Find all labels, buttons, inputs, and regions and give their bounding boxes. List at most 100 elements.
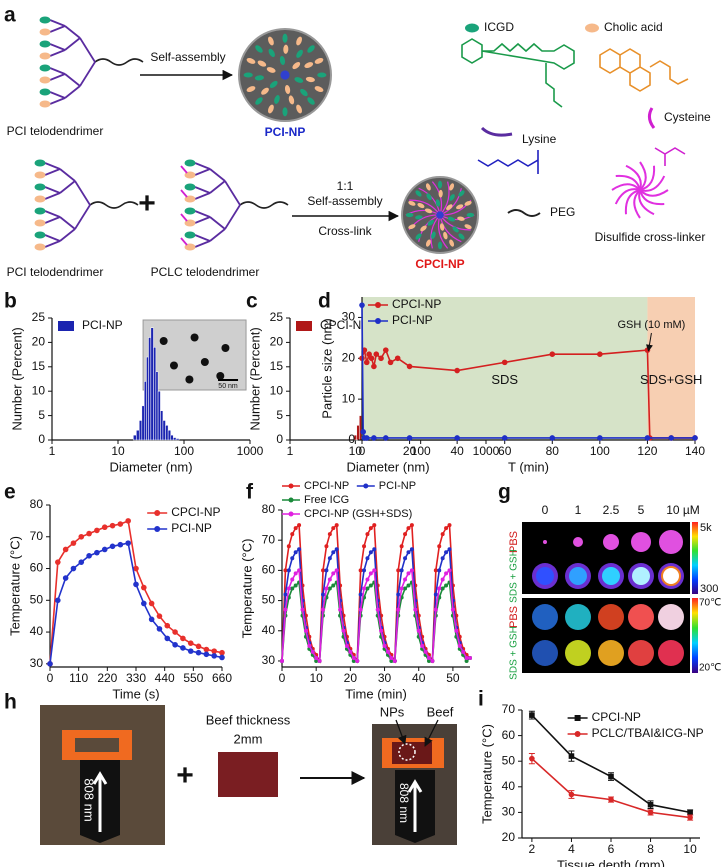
marker — [375, 318, 381, 324]
y-axis-label: Number (Percent) — [9, 327, 24, 430]
marker — [321, 568, 326, 573]
bar — [173, 437, 177, 441]
x-tick-label: 660 — [212, 671, 232, 685]
cysteine — [180, 237, 188, 246]
np-moiety — [415, 190, 422, 197]
branch — [49, 49, 66, 57]
marker — [371, 435, 377, 441]
marker — [597, 351, 603, 358]
y-tick-label: 0 — [38, 432, 45, 446]
peg-tail — [239, 201, 289, 209]
marker — [180, 645, 186, 651]
marker — [303, 628, 308, 633]
tem-inset — [142, 319, 247, 391]
legend-label: PCLC/TBAI&ICG-NP — [592, 726, 704, 740]
scheme-label: PCI-NP — [265, 125, 306, 139]
marker — [378, 355, 384, 362]
np-moiety — [456, 204, 464, 210]
disulfide-arm — [639, 161, 647, 191]
marker — [409, 568, 414, 573]
pointer — [424, 719, 439, 747]
marker — [373, 351, 380, 358]
moiety — [34, 171, 46, 179]
marker — [454, 435, 460, 441]
legend-label: CPCI-NP (GSH+SDS) — [304, 508, 412, 520]
np-moiety — [292, 62, 301, 70]
bar — [157, 390, 161, 441]
y-axis-label: Temperature (°C) — [7, 536, 22, 636]
marker — [389, 655, 394, 660]
spot — [536, 567, 554, 585]
marker — [447, 568, 452, 573]
marker — [423, 649, 428, 654]
np-moiety — [405, 212, 414, 218]
marker — [368, 550, 373, 555]
spot — [565, 640, 591, 666]
marker — [70, 540, 77, 546]
branch — [49, 67, 66, 75]
marker — [154, 510, 161, 516]
scale-label: 70℃ — [699, 598, 721, 609]
legend-label: PCI-NP — [82, 318, 123, 332]
branch — [44, 216, 61, 224]
disulfide-arm — [625, 164, 642, 191]
marker — [148, 600, 155, 607]
marker — [133, 581, 139, 588]
y-tick-label: 50 — [262, 593, 276, 607]
scale-bar-label: 50 nm — [218, 383, 238, 390]
marker — [211, 648, 217, 654]
marker — [348, 649, 353, 654]
np-moiety — [307, 97, 315, 105]
marker — [195, 643, 202, 650]
marker — [125, 518, 131, 524]
cysteine-icon — [647, 107, 656, 129]
marker — [321, 607, 326, 612]
tem-particle — [200, 358, 209, 366]
y-tick-label: 10 — [342, 391, 356, 405]
x-tick-label: 2 — [529, 842, 536, 856]
marker — [375, 302, 381, 308]
spot — [532, 640, 558, 666]
np-moiety — [282, 107, 288, 117]
marker — [363, 359, 370, 366]
cholic-icon — [585, 23, 599, 33]
icgd-structure — [461, 38, 575, 108]
bar — [138, 420, 143, 441]
legend-swatch — [58, 321, 74, 331]
tem-particle — [221, 344, 230, 352]
marker — [70, 565, 77, 572]
marker — [154, 526, 161, 532]
marker — [290, 532, 295, 537]
y-tick-label: 80 — [30, 497, 44, 511]
x-axis-label: Time (min) — [345, 686, 407, 701]
moiety — [184, 195, 196, 203]
marker — [283, 592, 288, 597]
component-label: ICGD — [484, 20, 514, 34]
marker — [314, 658, 319, 663]
laser-arrow — [92, 771, 108, 832]
marker — [433, 568, 438, 573]
branch — [79, 37, 96, 63]
marker — [368, 571, 373, 576]
marker — [117, 521, 124, 527]
marker — [288, 511, 294, 517]
branch — [59, 228, 76, 242]
marker — [382, 347, 389, 353]
moiety — [34, 183, 46, 191]
moiety — [34, 159, 46, 167]
laser-arrow — [407, 779, 423, 832]
marker — [288, 483, 294, 489]
y-tick-label: 15 — [270, 359, 284, 373]
marker — [219, 654, 225, 661]
marker — [307, 643, 312, 648]
bar — [356, 425, 360, 441]
bar — [133, 434, 137, 441]
spot — [659, 530, 683, 554]
cholic-structure — [599, 48, 689, 92]
panel-label: e — [4, 481, 16, 504]
np-moiety — [449, 239, 455, 247]
y-tick-label: 70 — [262, 532, 276, 546]
marker — [47, 661, 53, 667]
spot — [628, 640, 654, 666]
np-moiety — [282, 33, 288, 43]
